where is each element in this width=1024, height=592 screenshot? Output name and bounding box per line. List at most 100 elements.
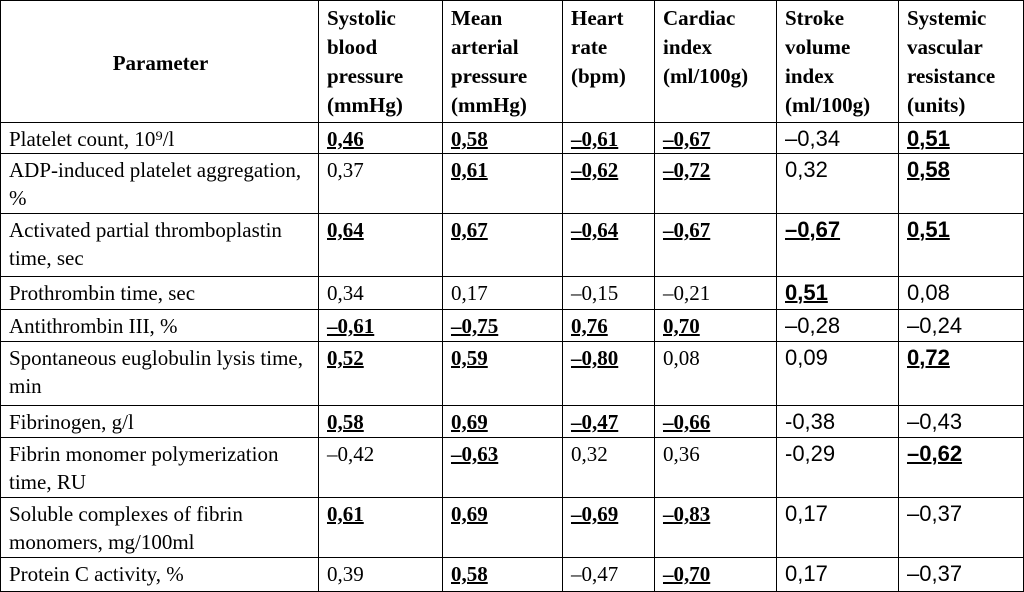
cell-value: 0,08	[663, 346, 700, 370]
label-text: Platelet count, 10⁹/l	[9, 127, 175, 151]
cell: –0,47	[562, 557, 655, 592]
cell: 0,58	[898, 153, 1024, 214]
cell: –0,67	[654, 213, 777, 277]
cell-value: –0,61	[571, 127, 619, 151]
cell: –0,37	[898, 497, 1024, 558]
row-label: Fibrinogen, g/l	[0, 405, 319, 438]
cell: –0,34	[776, 122, 899, 154]
cell-value: 0,58	[327, 410, 364, 434]
cell: 0,76	[562, 309, 655, 342]
cell: 0,37	[318, 153, 443, 214]
cell: –0,24	[898, 309, 1024, 342]
cell: 0,70	[654, 309, 777, 342]
cell-value: 0,17	[785, 561, 828, 586]
cell-value: 0,61	[327, 502, 364, 526]
row-label: Antithrombin III, %	[0, 309, 319, 342]
cell: 0,67	[442, 213, 563, 277]
label-text: Activated partial thromboplastin time, s…	[9, 218, 282, 270]
column-header: Mean arterial pressure (mmHg)	[442, 0, 563, 123]
cell: 0,17	[776, 497, 899, 558]
header-unit: (mmHg)	[327, 93, 403, 117]
label-text: Prothrombin time, sec	[9, 281, 196, 305]
row-label: Protein C activity, %	[0, 557, 319, 592]
cell-value: 0,36	[663, 442, 700, 466]
cell-value: –0,75	[451, 314, 499, 338]
cell: –0,61	[562, 122, 655, 154]
cell-value: 0,58	[907, 157, 950, 182]
cell: 0,08	[654, 341, 777, 406]
cell-value: 0,52	[327, 346, 364, 370]
cell-value: –0,63	[451, 442, 499, 466]
cell-value: –0,37	[907, 501, 963, 526]
label-text: ADP-induced platelet aggregation, %	[9, 158, 302, 210]
table-row: Activated partial thromboplastin time, s…	[0, 213, 1024, 277]
cell-value: –0,67	[663, 127, 711, 151]
cell-value: –0,64	[571, 218, 619, 242]
cell-value: 0,51	[907, 126, 950, 151]
header-unit: (ml/100g)	[663, 64, 749, 88]
cell-value: 0,51	[907, 217, 950, 242]
cell: 0,58	[442, 122, 563, 154]
cell: 0,08	[898, 276, 1024, 310]
header-name: Cardiac index	[663, 6, 736, 59]
column-header: Parameter	[0, 0, 319, 123]
cell-value: –0,67	[785, 217, 841, 242]
cell-value: 0,17	[451, 281, 488, 305]
cell: –0,70	[654, 557, 777, 592]
cell-value: 0,59	[451, 346, 488, 370]
cell: –0,75	[442, 309, 563, 342]
cell: 0,69	[442, 497, 563, 558]
header-name: Stroke volume index	[785, 6, 851, 88]
cell-value: 0,58	[451, 562, 488, 586]
header-name: Parameter	[112, 50, 209, 75]
cell: –0,64	[562, 213, 655, 277]
cell: –0,47	[562, 405, 655, 438]
table-row: Prothrombin time, sec 0,34 0,17 –0,15 –0,21 0…	[0, 276, 1024, 310]
cell-value: 0,08	[907, 280, 950, 305]
cell-value: 0,76	[571, 314, 608, 338]
label-text: Soluble complexes of fibrin monomers, mg…	[9, 502, 243, 554]
cell: 0,36	[654, 437, 777, 498]
cell-value: 0,69	[451, 410, 488, 434]
cell: –0,61	[318, 309, 443, 342]
cell-value: –0,47	[571, 410, 619, 434]
header-row: Parameter Systolic blood pressure (mmHg) Me…	[0, 0, 1024, 123]
row-label: ADP-induced platelet aggregation, %	[0, 153, 319, 214]
table-row: Fibrin monomer polymerization time, RU –0…	[0, 437, 1024, 498]
cell: 0,34	[318, 276, 443, 310]
cell-value: –0,69	[571, 502, 619, 526]
cell: 0,61	[318, 497, 443, 558]
cell: 0,39	[318, 557, 443, 592]
cell-value: –0,62	[907, 441, 963, 466]
cell-value: 0,61	[451, 158, 488, 182]
cell: 0,32	[776, 153, 899, 214]
table-row: ADP-induced platelet aggregation, % 0,37 0…	[0, 153, 1024, 214]
cell: 0,52	[318, 341, 443, 406]
cell: –0,37	[898, 557, 1024, 592]
cell-value: 0,70	[663, 314, 700, 338]
cell-value: 0,39	[327, 562, 364, 586]
cell-value: –0,47	[571, 562, 619, 586]
row-label: Prothrombin time, sec	[0, 276, 319, 310]
cell: –0,62	[898, 437, 1024, 498]
cell-value: –0,28	[785, 313, 841, 338]
header-unit: (units)	[907, 93, 966, 117]
row-label: Activated partial thromboplastin time, s…	[0, 213, 319, 277]
cell: 0,58	[442, 557, 563, 592]
cell-value: –0,62	[571, 158, 619, 182]
header-unit: (mmHg)	[451, 93, 527, 117]
cell: 0,61	[442, 153, 563, 214]
header-unit: (ml/100g)	[785, 93, 871, 117]
header-unit: (bpm)	[571, 64, 626, 88]
cell-value: 0,32	[571, 442, 608, 466]
cell: 0,64	[318, 213, 443, 277]
cell: -0,38	[776, 405, 899, 438]
cell-value: –0,43	[907, 409, 963, 434]
cell: 0,69	[442, 405, 563, 438]
cell: –0,67	[654, 122, 777, 154]
cell: 0,09	[776, 341, 899, 406]
column-header: Cardiac index (ml/100g)	[654, 0, 777, 123]
cell-value: –0,67	[663, 218, 711, 242]
